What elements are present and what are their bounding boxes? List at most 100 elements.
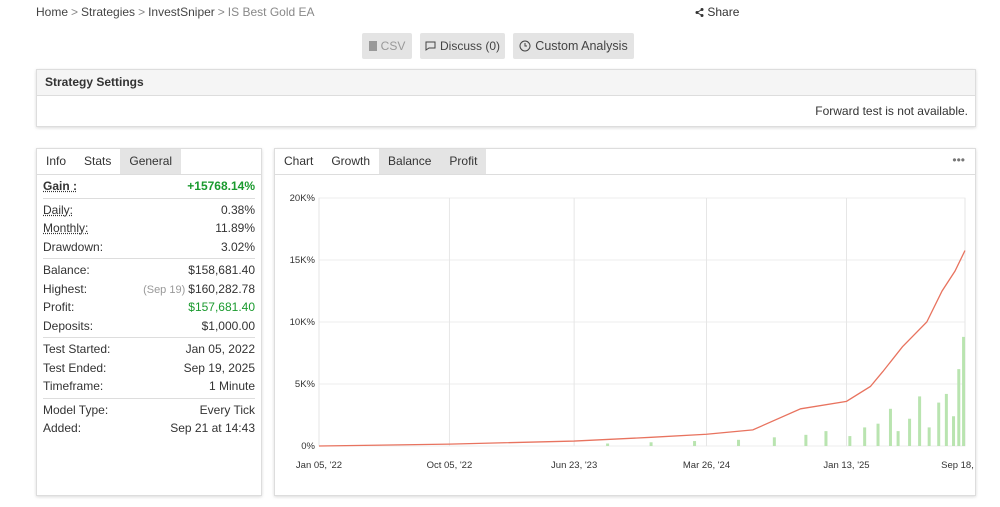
stat-value-wrap: 11.89%: [215, 221, 255, 235]
custom-analysis-button[interactable]: Custom Analysis: [513, 33, 634, 59]
tab[interactable]: Profit: [440, 149, 487, 174]
separator: >: [217, 5, 225, 19]
breadcrumb-item[interactable]: Home: [36, 5, 69, 19]
stat-label: Daily:: [43, 202, 74, 217]
stats-row: Gain : +15768.14%: [43, 177, 255, 196]
stat-value-wrap: 0.38%: [221, 203, 255, 217]
x-tick-label: Mar 26, '24: [683, 460, 730, 471]
tabs: Chart Growth Balance Profit: [275, 149, 975, 175]
stats-row: Daily: 0.38%: [43, 201, 255, 220]
stat-value-wrap: 1 Minute: [209, 379, 255, 393]
tab[interactable]: General: [120, 149, 182, 174]
stat-label: Gain :: [43, 179, 78, 194]
y-tick-label: 15K%: [290, 255, 316, 266]
stats-list: Gain : +15768.14% Daily: 0.38% Monthly: 11.89…: [37, 175, 261, 440]
stats-row: Timeframe: 1 Minute: [43, 377, 255, 396]
line: [318, 250, 966, 447]
icon: [368, 41, 377, 51]
breadcrumb-item[interactable]: InvestSniper: [148, 5, 215, 19]
chart: 0% 5K% 10K% 15K% 20K% Jan 05, '22 Oct 05, '22 J…: [290, 193, 975, 471]
tab[interactable]: Chart: [275, 149, 323, 174]
stats-row: Profit: $157,681.40: [43, 298, 255, 317]
discuss-button[interactable]: Discuss (0): [420, 33, 505, 59]
bar: [896, 431, 900, 446]
stats-row: Monthly: 11.89%: [43, 219, 255, 238]
stat-label: Profit:: [43, 300, 75, 315]
stats-row: Test Ended: Sep 19, 2025: [43, 359, 255, 378]
bar: [693, 441, 697, 446]
stat-value: 3.02%: [220, 239, 255, 254]
tab[interactable]: Info: [37, 149, 76, 174]
csv-button[interactable]: CSV: [362, 33, 412, 59]
stat-label: Balance:: [43, 263, 90, 278]
stat-value: $1,000.00: [201, 318, 255, 333]
stat-label: Test Started:: [43, 342, 111, 357]
button-label: Discuss (0): [439, 39, 500, 53]
stats-row: Deposits: $1,000.00: [43, 317, 255, 336]
stat-value: +15768.14%: [187, 179, 255, 194]
panel-title: Strategy Settings: [37, 70, 975, 96]
bar: [737, 439, 741, 446]
stats-row: Highest: (Sep 19) $160,282.78: [43, 280, 255, 299]
stat-value-wrap: (Sep 19) $160,282.78: [143, 282, 255, 296]
stat-value-wrap: Sep 19, 2025: [184, 361, 255, 375]
tab[interactable]: Balance: [379, 149, 441, 174]
stats-row: Drawdown: 3.02%: [43, 238, 255, 257]
stat-value: 1 Minute: [208, 379, 255, 394]
stat-label: Deposits:: [43, 318, 94, 333]
breadcrumb-item[interactable]: IS Best Gold EA: [227, 5, 315, 19]
stat-value: Jan 05, 2022: [185, 342, 255, 357]
settings-panel: Strategy Settings Forward test is not av…: [36, 69, 976, 127]
menu-button[interactable]: •••: [952, 153, 965, 167]
stats-group: Gain : +15768.14%: [43, 175, 255, 199]
bar: [772, 437, 776, 446]
bar: [908, 418, 912, 446]
stats-group: Daily: 0.38% Monthly: 11.89% Drawdown: 3.02%: [43, 199, 255, 259]
stats-group: Balance: $158,681.40 Highest: (Sep 19) $160,…: [43, 259, 255, 338]
stat-label: Timeframe:: [43, 379, 104, 394]
breadcrumb-item[interactable]: Strategies: [81, 5, 136, 19]
tab[interactable]: Stats: [75, 149, 121, 174]
stat-value-wrap: Every Tick: [200, 403, 255, 417]
stat-value-wrap: $158,681.40: [188, 263, 255, 277]
stat-value: $160,282.78: [188, 281, 255, 296]
stat-label: Monthly:: [43, 221, 89, 236]
bar: [937, 402, 941, 446]
stat-value-wrap: +15768.14%: [187, 179, 255, 193]
bar: [863, 427, 867, 446]
bar: [606, 443, 610, 446]
stat-value-wrap: Sep 21 at 14:43: [170, 421, 255, 435]
stat-value-wrap: $157,681.40: [188, 300, 255, 314]
button-label: Custom Analysis: [535, 39, 628, 53]
stat-value: Sep 19, 2025: [183, 360, 255, 375]
stat-label: Model Type:: [43, 402, 109, 417]
chart-panel: Chart Growth Balance Profit ••• 0% 5K% 10K% 15…: [274, 148, 976, 496]
y-tick-label: 10K%: [290, 317, 316, 328]
stat-value: 0.38%: [220, 202, 255, 217]
bar: [962, 336, 966, 446]
stats-row: Model Type: Every Tick: [43, 401, 255, 420]
x-tick-label: Jun 23, '23: [551, 460, 597, 471]
bar: [944, 393, 948, 446]
bar: [888, 408, 892, 446]
y-tick-label: 5K%: [295, 379, 316, 390]
bar: [957, 369, 961, 446]
bar: [649, 442, 653, 446]
stat-label: Highest:: [43, 281, 88, 296]
stats-group: Test Started: Jan 05, 2022 Test Ended: Sep …: [43, 338, 255, 399]
stat-value: $158,681.40: [188, 263, 255, 278]
y-tick-label: 0%: [301, 441, 315, 452]
breadcrumb: Home > Strategies > InvestSniper > IS Best Gol…: [36, 5, 315, 19]
icon: [519, 40, 531, 52]
share-button[interactable]: Share: [695, 5, 739, 19]
stat-value: Sep 21 at 14:43: [170, 421, 255, 436]
tab[interactable]: Growth: [322, 149, 380, 174]
bar: [918, 396, 922, 446]
share-icon: [695, 8, 704, 17]
share-label: Share: [707, 5, 740, 19]
icon: [425, 41, 436, 51]
stat-label: Added:: [43, 421, 82, 436]
stats-row: Balance: $158,681.40: [43, 261, 255, 280]
stats-panel: Info Stats General Gain : +15768.14% Daily: 0…: [36, 148, 262, 496]
bar: [804, 434, 808, 446]
